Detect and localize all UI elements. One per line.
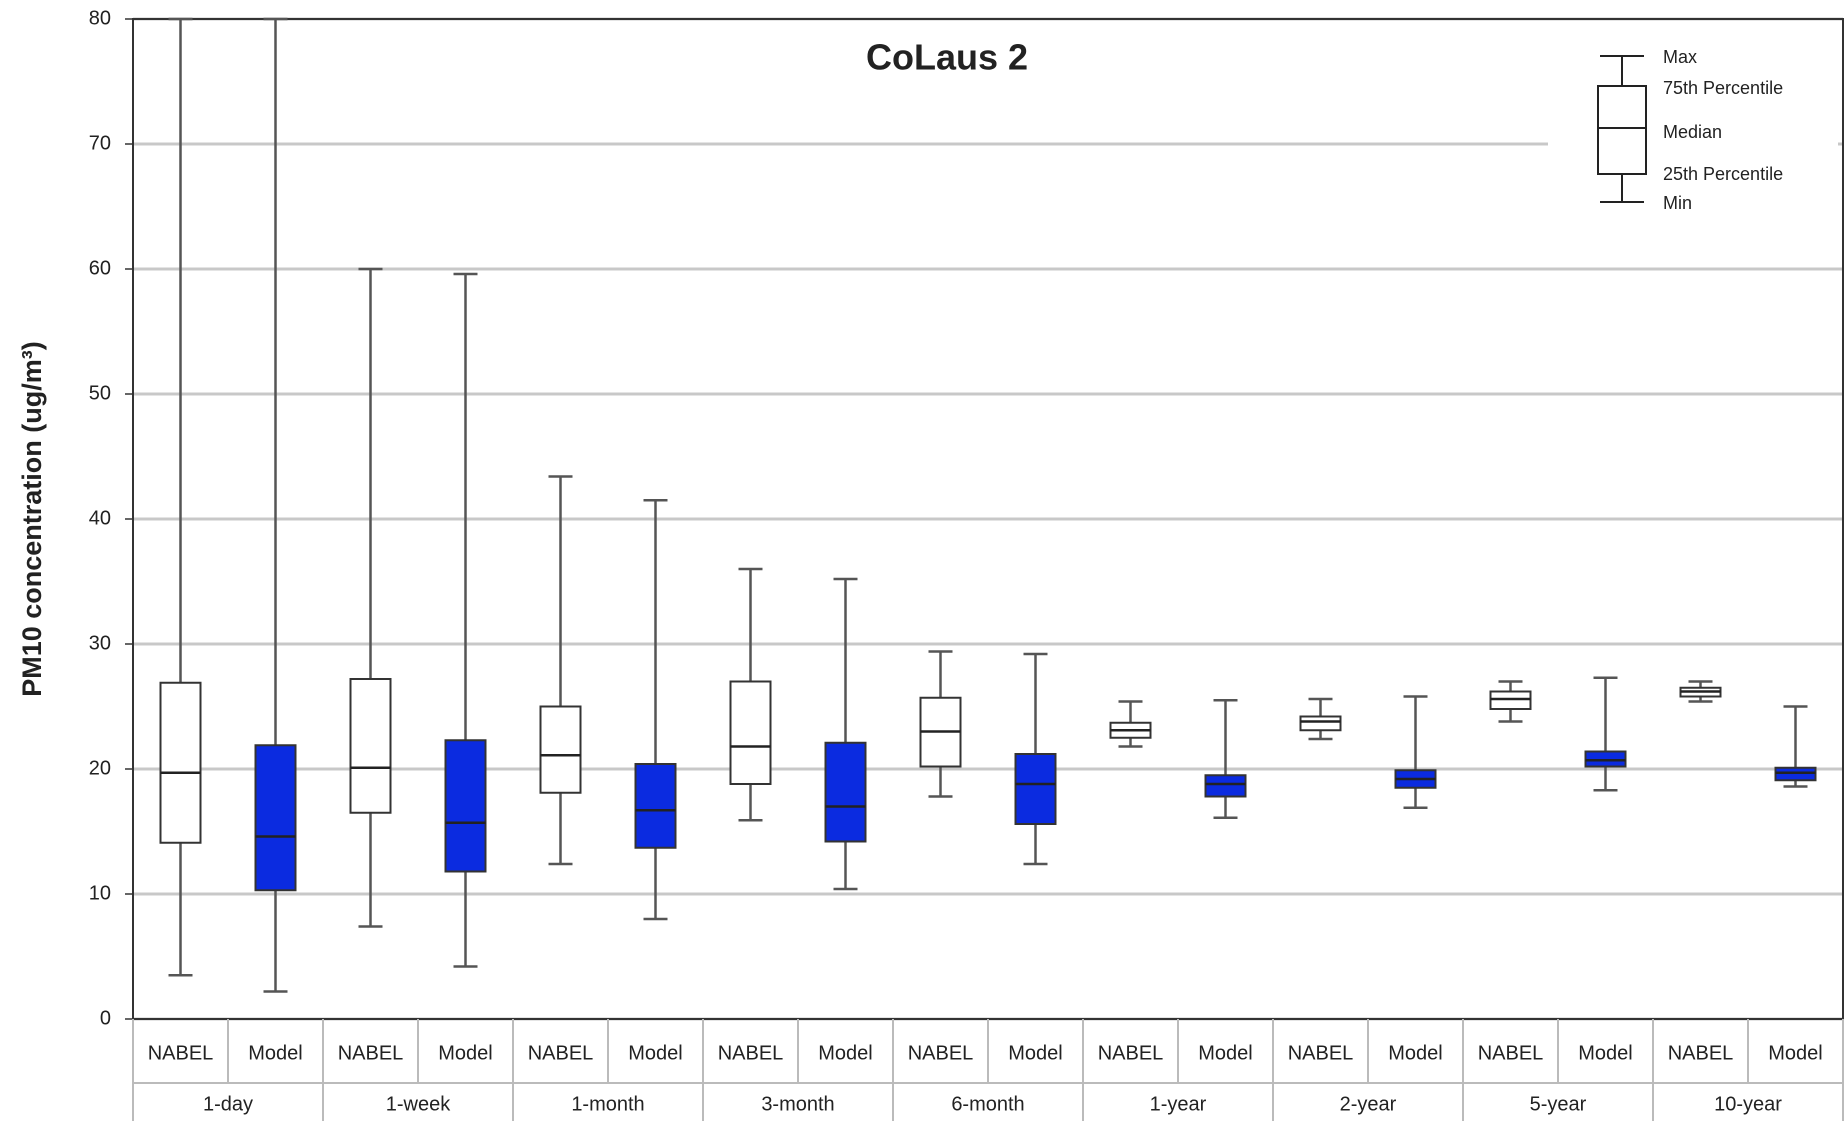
series-label: NABEL <box>718 1042 784 1064</box>
series-label: Model <box>248 1042 302 1064</box>
series-label: Model <box>1198 1042 1252 1064</box>
group-label: 2-year <box>1340 1093 1397 1115</box>
legend-label: 75th Percentile <box>1663 78 1783 98</box>
series-label: NABEL <box>338 1042 404 1064</box>
y-axis-label: PM10 concentration (ug/m³) <box>17 341 47 697</box>
chart-title: CoLaus 2 <box>866 37 1028 78</box>
group-label: 5-year <box>1530 1093 1587 1115</box>
series-label: Model <box>1388 1042 1442 1064</box>
series-label: NABEL <box>1478 1042 1544 1064</box>
box <box>824 741 867 843</box>
series-label: NABEL <box>148 1042 214 1064</box>
series-label: Model <box>438 1042 492 1064</box>
series-label: Model <box>1768 1042 1822 1064</box>
y-tick-label: 60 <box>89 257 111 279</box>
series-label: NABEL <box>528 1042 594 1064</box>
series-label: Model <box>1008 1042 1062 1064</box>
y-tick-label: 80 <box>89 7 111 29</box>
legend-background <box>1548 40 1838 220</box>
series-label: Model <box>818 1042 872 1064</box>
group-label: 1-week <box>386 1093 451 1115</box>
y-tick-label: 40 <box>89 507 111 529</box>
group-label: 1-day <box>203 1093 253 1115</box>
group-label: 1-year <box>1150 1093 1207 1115</box>
box <box>1204 774 1247 798</box>
box <box>254 744 297 892</box>
box <box>444 739 487 873</box>
group-label: 10-year <box>1714 1093 1782 1115</box>
box <box>539 705 582 794</box>
group-label: 3-month <box>761 1093 834 1115</box>
series-label: Model <box>628 1042 682 1064</box>
series-label: NABEL <box>908 1042 974 1064</box>
series-label: NABEL <box>1668 1042 1734 1064</box>
y-tick-label: 20 <box>89 757 111 779</box>
series-label: NABEL <box>1288 1042 1354 1064</box>
box <box>634 763 677 849</box>
y-tick-label: 50 <box>89 382 111 404</box>
y-tick-label: 10 <box>89 882 111 904</box>
y-tick-label: 70 <box>89 132 111 154</box>
group-label: 6-month <box>951 1093 1024 1115</box>
legend-label: Min <box>1663 193 1692 213</box>
group-label: 1-month <box>571 1093 644 1115</box>
y-tick-label: 0 <box>100 1007 111 1029</box>
legend-label: 25th Percentile <box>1663 164 1783 184</box>
series-label: NABEL <box>1098 1042 1164 1064</box>
series-label: Model <box>1578 1042 1632 1064</box>
y-tick-label: 30 <box>89 632 111 654</box>
box <box>729 680 772 785</box>
box <box>1299 715 1342 732</box>
box <box>159 681 202 844</box>
legend-label: Max <box>1663 47 1697 67</box>
box <box>349 678 392 814</box>
legend-box <box>1597 85 1647 175</box>
box <box>1014 753 1057 825</box>
legend-label: Median <box>1663 122 1722 142</box>
